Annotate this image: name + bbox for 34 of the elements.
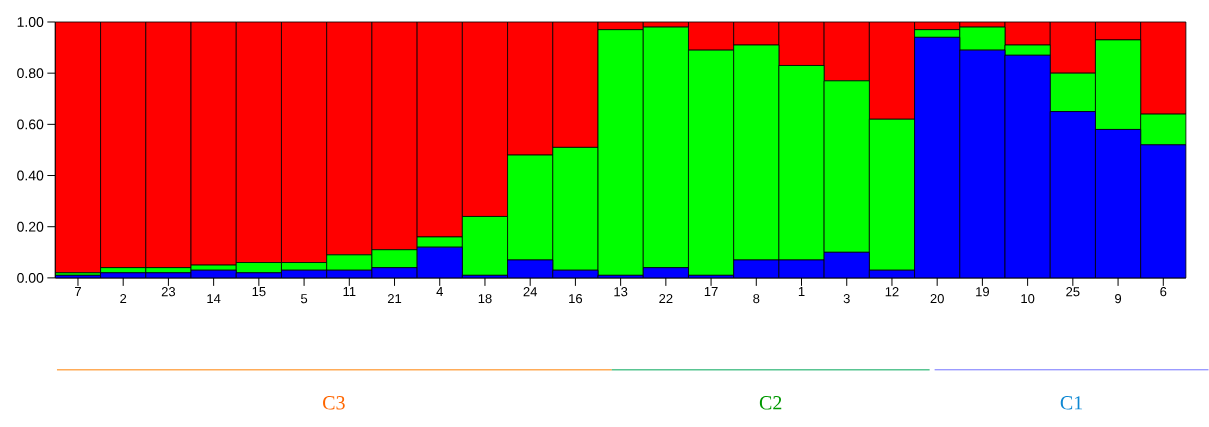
x-tick-label: 9	[1115, 294, 1122, 304]
text: C1	[1060, 396, 1083, 410]
text: C3	[323, 396, 345, 410]
x-tick-label: 23	[161, 287, 176, 297]
x-tick-label: 7	[75, 287, 81, 297]
x-tick-label: 12	[885, 287, 899, 297]
x-tick-label: 3	[843, 294, 850, 304]
x-tick-label: 19	[976, 287, 989, 297]
x-tick-label: 13	[614, 287, 628, 297]
x-tick-label: 10	[1021, 294, 1035, 304]
x-tick-label: 6	[1160, 287, 1167, 297]
y-tick-label: 0.80	[17, 68, 44, 79]
x-tick-label: 24	[523, 287, 538, 297]
x-tick-label: 4	[436, 287, 443, 297]
x-tick-label: 8	[753, 294, 760, 304]
x-tick-label: 25	[1066, 287, 1080, 297]
y-tick-label: 0.60	[17, 119, 44, 130]
x-tick-label: 18	[478, 294, 492, 304]
x-tick-label: 11	[343, 287, 356, 297]
x-tick-label: 15	[252, 287, 266, 297]
text: C2	[759, 396, 782, 410]
y-tick-label: 1.00	[17, 17, 44, 28]
x-tick-label: 20	[930, 294, 944, 304]
x-tick-label: 21	[387, 294, 402, 304]
x-tick-label: 1	[798, 287, 805, 297]
x-tick-label: 14	[207, 294, 221, 304]
y-tick-label: 0.00	[17, 273, 44, 283]
y-tick-label: 0.40	[17, 170, 44, 181]
x-tick-label: 17	[704, 287, 718, 297]
x-tick-label: 5	[300, 294, 308, 304]
y-tick-label: 0.20	[17, 221, 44, 232]
x-tick-label: 22	[659, 294, 673, 304]
x-tick-label: 16	[569, 294, 583, 304]
x-tick-label: 2	[120, 294, 127, 304]
